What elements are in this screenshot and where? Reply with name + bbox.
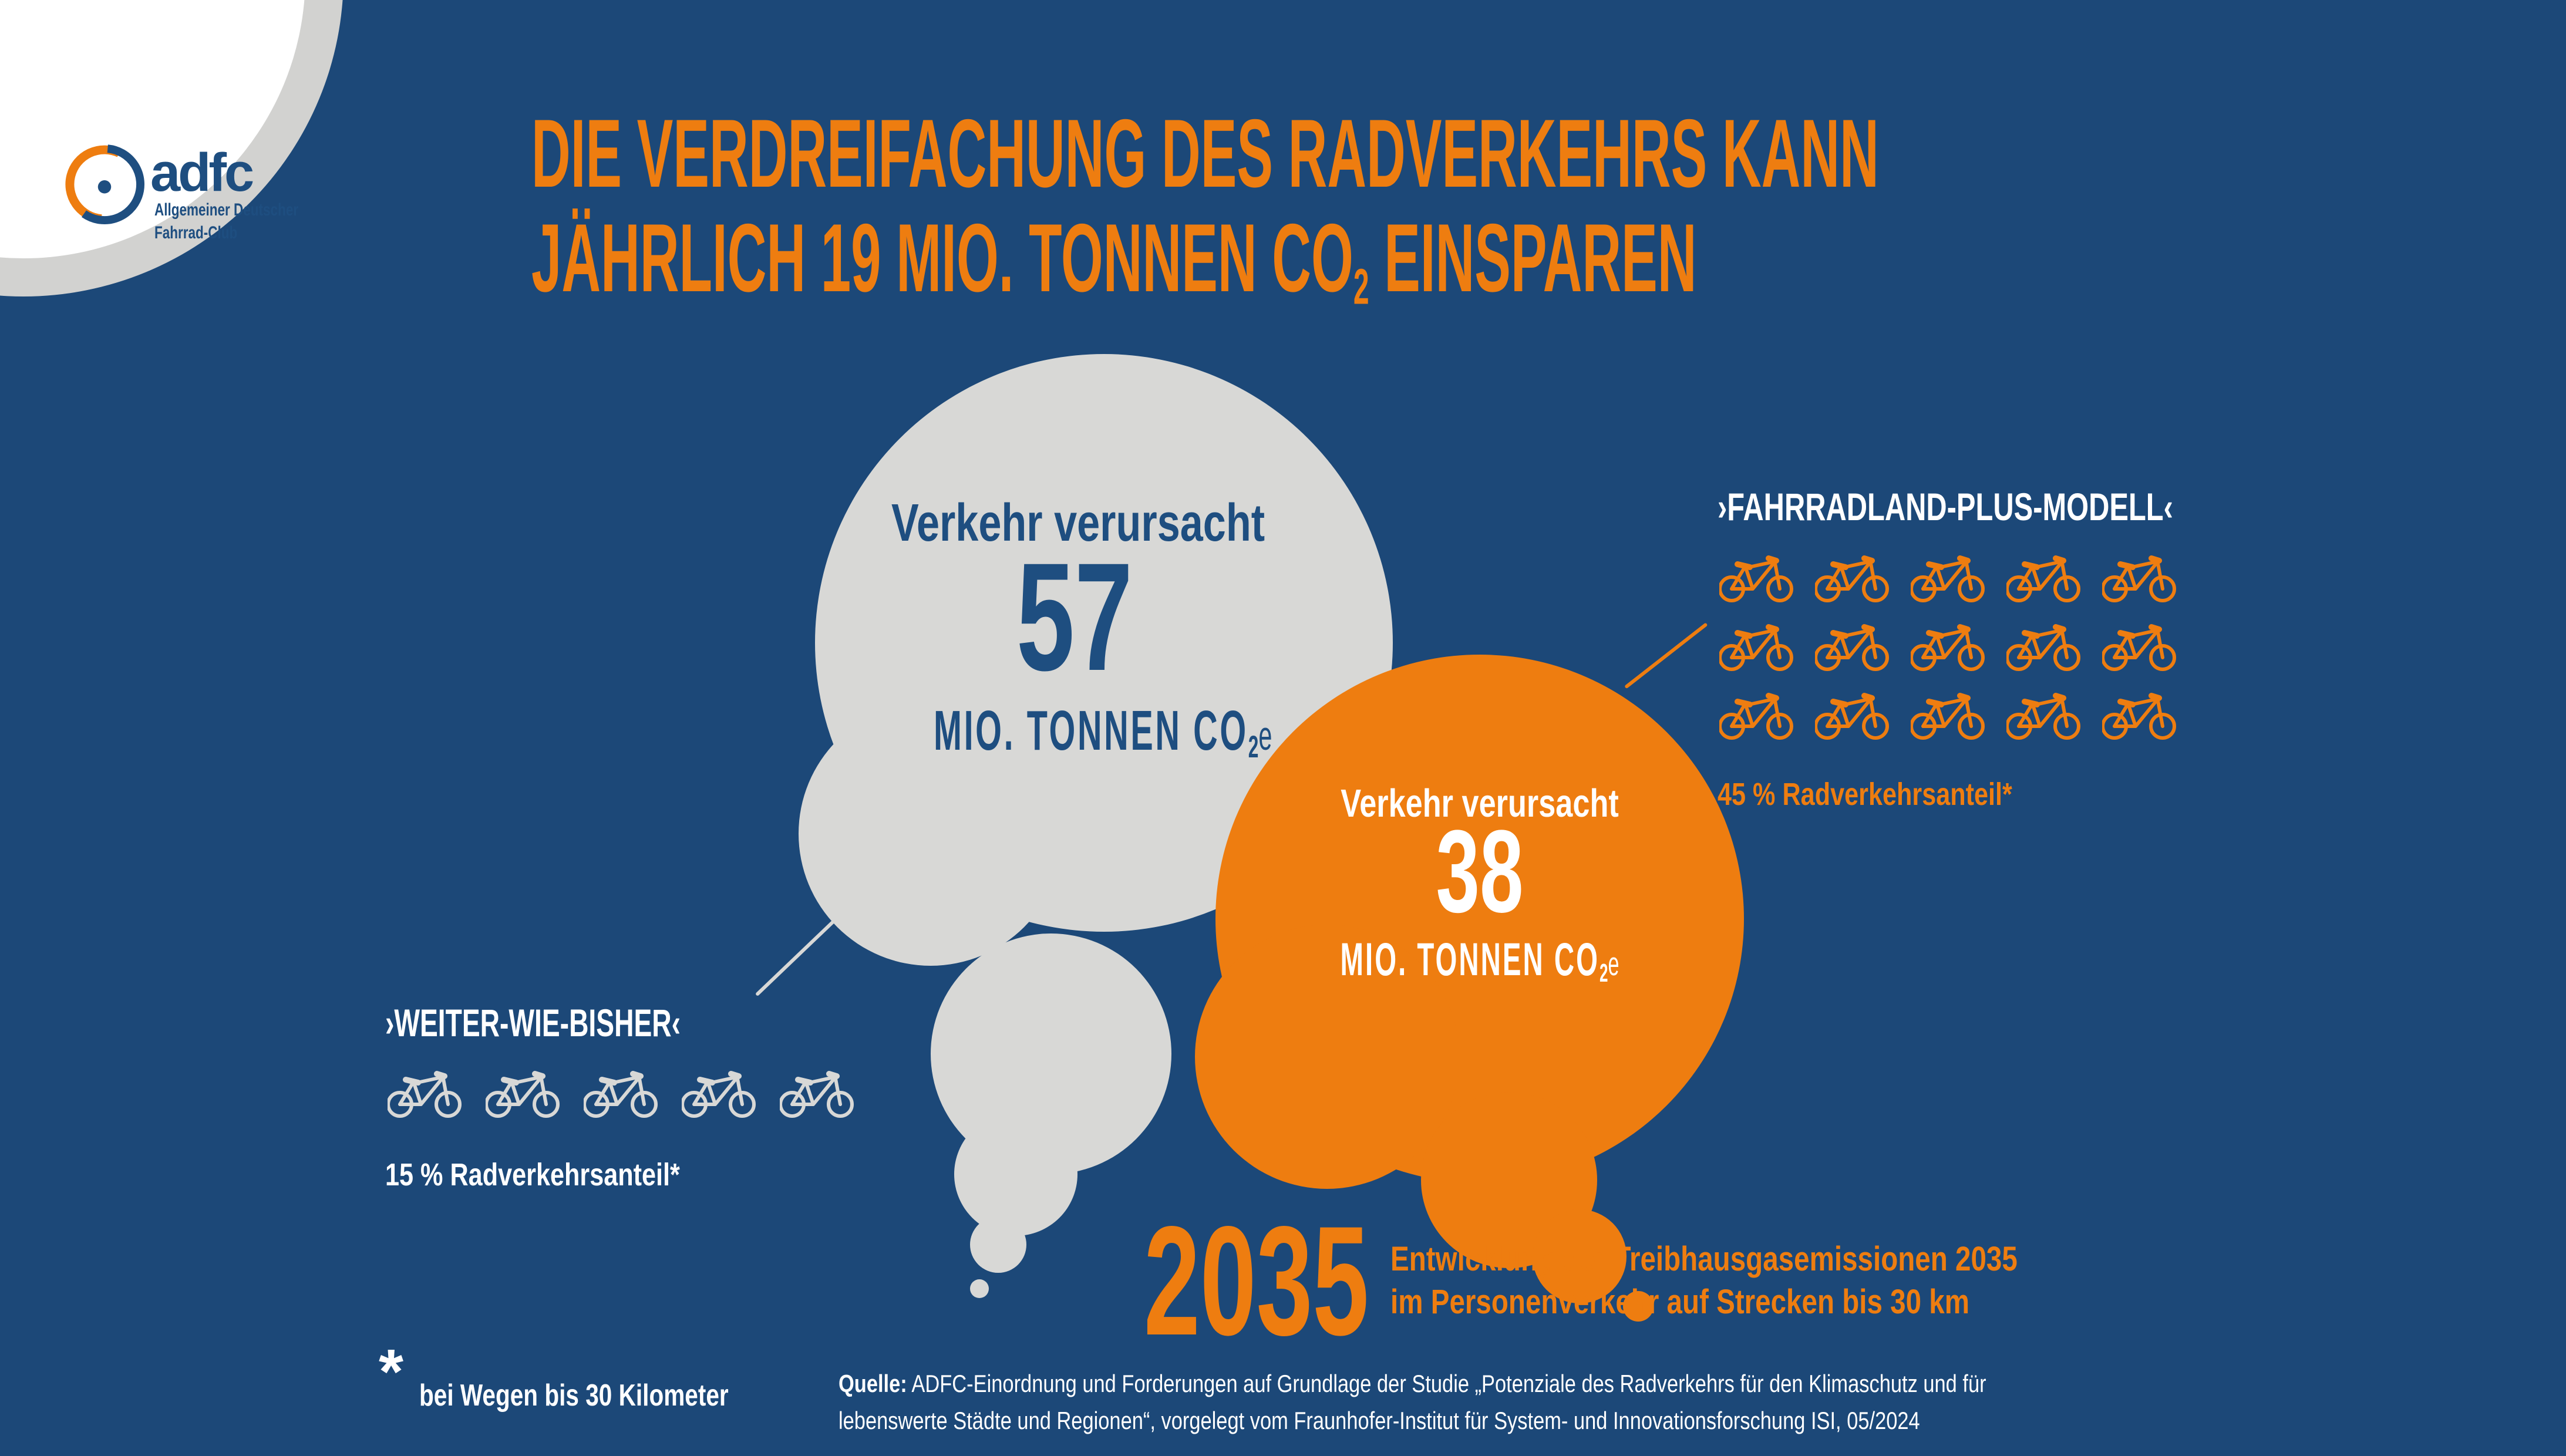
bicycle-icon xyxy=(2006,624,2080,671)
bicycle-icon xyxy=(1815,693,1889,740)
adfc-logo-subtitle-line2: Fahrrad-Club xyxy=(154,223,238,242)
footnote-asterisk: * xyxy=(379,1336,404,1407)
bicycle-icon xyxy=(1719,555,1793,602)
page-title: DIE VERDREIFACHUNG DES RADVERKEHRS KANN … xyxy=(531,101,1879,339)
connector-line-plus xyxy=(1624,622,1708,689)
scenario-current-title: ›WEITER-WIE-BISHER‹ xyxy=(385,1001,681,1044)
orange-cloud-value: 38 xyxy=(1436,806,1524,937)
year-description-line2: im Personenverkehr auf Strecken bis 30 k… xyxy=(1390,1283,1970,1321)
footnote-text: bei Wegen bis 30 Kilometer xyxy=(419,1379,729,1413)
bicycle-icon xyxy=(2102,693,2176,740)
gray-cloud-tail xyxy=(954,1113,1077,1236)
gray-cloud-bump xyxy=(799,702,1063,966)
bicycle-icon xyxy=(2102,624,2176,671)
bicycle-icon xyxy=(2102,555,2176,602)
scenario-current-pictogram xyxy=(388,1070,856,1139)
co2-subscript: 2 xyxy=(1248,730,1259,765)
scenario-plus-share: 45 % Radverkehrsanteil* xyxy=(1718,777,2012,812)
adfc-logo-subtitle: Allgemeiner Deutscher Fahrrad-Club xyxy=(154,198,298,244)
bicycle-icon xyxy=(1719,693,1793,740)
bicycle-icon xyxy=(584,1071,658,1118)
gray-cloud-value: 57 xyxy=(1016,531,1133,703)
bicycle-icon xyxy=(2006,555,2080,602)
source-line1: Quelle: ADFC-Einordnung und Forderungen … xyxy=(839,1370,1986,1397)
page-title-line2: JÄHRLICH 19 MIO. TONNEN CO2 EINSPAREN xyxy=(531,204,1697,315)
co2-subscript: 2 xyxy=(1353,258,1369,315)
bike-row xyxy=(1719,555,2178,604)
orange-cloud-tail-dot xyxy=(1623,1291,1654,1322)
gray-cloud-tail xyxy=(970,1216,1026,1273)
source-line2: lebenswerte Städte und Regionen“, vorgel… xyxy=(839,1407,1920,1434)
bicycle-icon xyxy=(2006,693,2080,740)
bike-row xyxy=(388,1070,856,1120)
year-description: Entwicklung der Treibhausgasemissionen 2… xyxy=(1390,1238,2018,1323)
gray-cloud-label: Verkehr verursacht xyxy=(891,494,1265,552)
year-label: 2035 xyxy=(1144,1194,1369,1368)
year-description-line1: Entwicklung der Treibhausgasemissionen 2… xyxy=(1390,1240,2018,1278)
scenario-current-share: 15 % Radverkehrsanteil* xyxy=(385,1157,680,1192)
bicycle-icon xyxy=(1911,555,1985,602)
page-title-line1: DIE VERDREIFACHUNG DES RADVERKEHRS KANN xyxy=(531,99,1879,207)
gray-cloud-unit: MIO. TONNEN CO2e xyxy=(934,699,1272,765)
bicycle-icon xyxy=(1911,624,1985,671)
bicycle-icon xyxy=(486,1071,560,1118)
scenario-plus-title: ›FAHRRADLAND-PLUS-MODELL‹ xyxy=(1718,485,2173,528)
adfc-logo-wordmark: adfc xyxy=(150,143,254,203)
orange-cloud-tail xyxy=(1533,1209,1627,1303)
bicycle-icon xyxy=(1719,624,1793,671)
orange-cloud-unit: MIO. TONNEN CO2e xyxy=(1340,933,1619,987)
bike-row xyxy=(1719,692,2178,742)
bike-row xyxy=(1719,623,2178,673)
source-note: Quelle: ADFC-Einordnung und Forderungen … xyxy=(839,1365,1986,1439)
co2-subscript: 2 xyxy=(1599,959,1608,987)
bicycle-icon xyxy=(780,1071,854,1118)
scenario-plus-pictogram xyxy=(1719,555,2178,761)
adfc-wheel-icon xyxy=(65,144,144,224)
orange-cloud-bump xyxy=(1195,925,1459,1189)
bicycle-icon xyxy=(1815,555,1889,602)
bicycle-icon xyxy=(1911,693,1985,740)
adfc-logo-subtitle-line1: Allgemeiner Deutscher xyxy=(154,200,299,220)
orange-cloud-label: Verkehr verursacht xyxy=(1341,781,1619,825)
bicycle-icon xyxy=(682,1071,756,1118)
gray-cloud-tail-dot xyxy=(970,1279,989,1298)
bicycle-icon xyxy=(1815,624,1889,671)
source-label: Quelle: xyxy=(839,1370,907,1397)
bicycle-icon xyxy=(388,1071,462,1118)
